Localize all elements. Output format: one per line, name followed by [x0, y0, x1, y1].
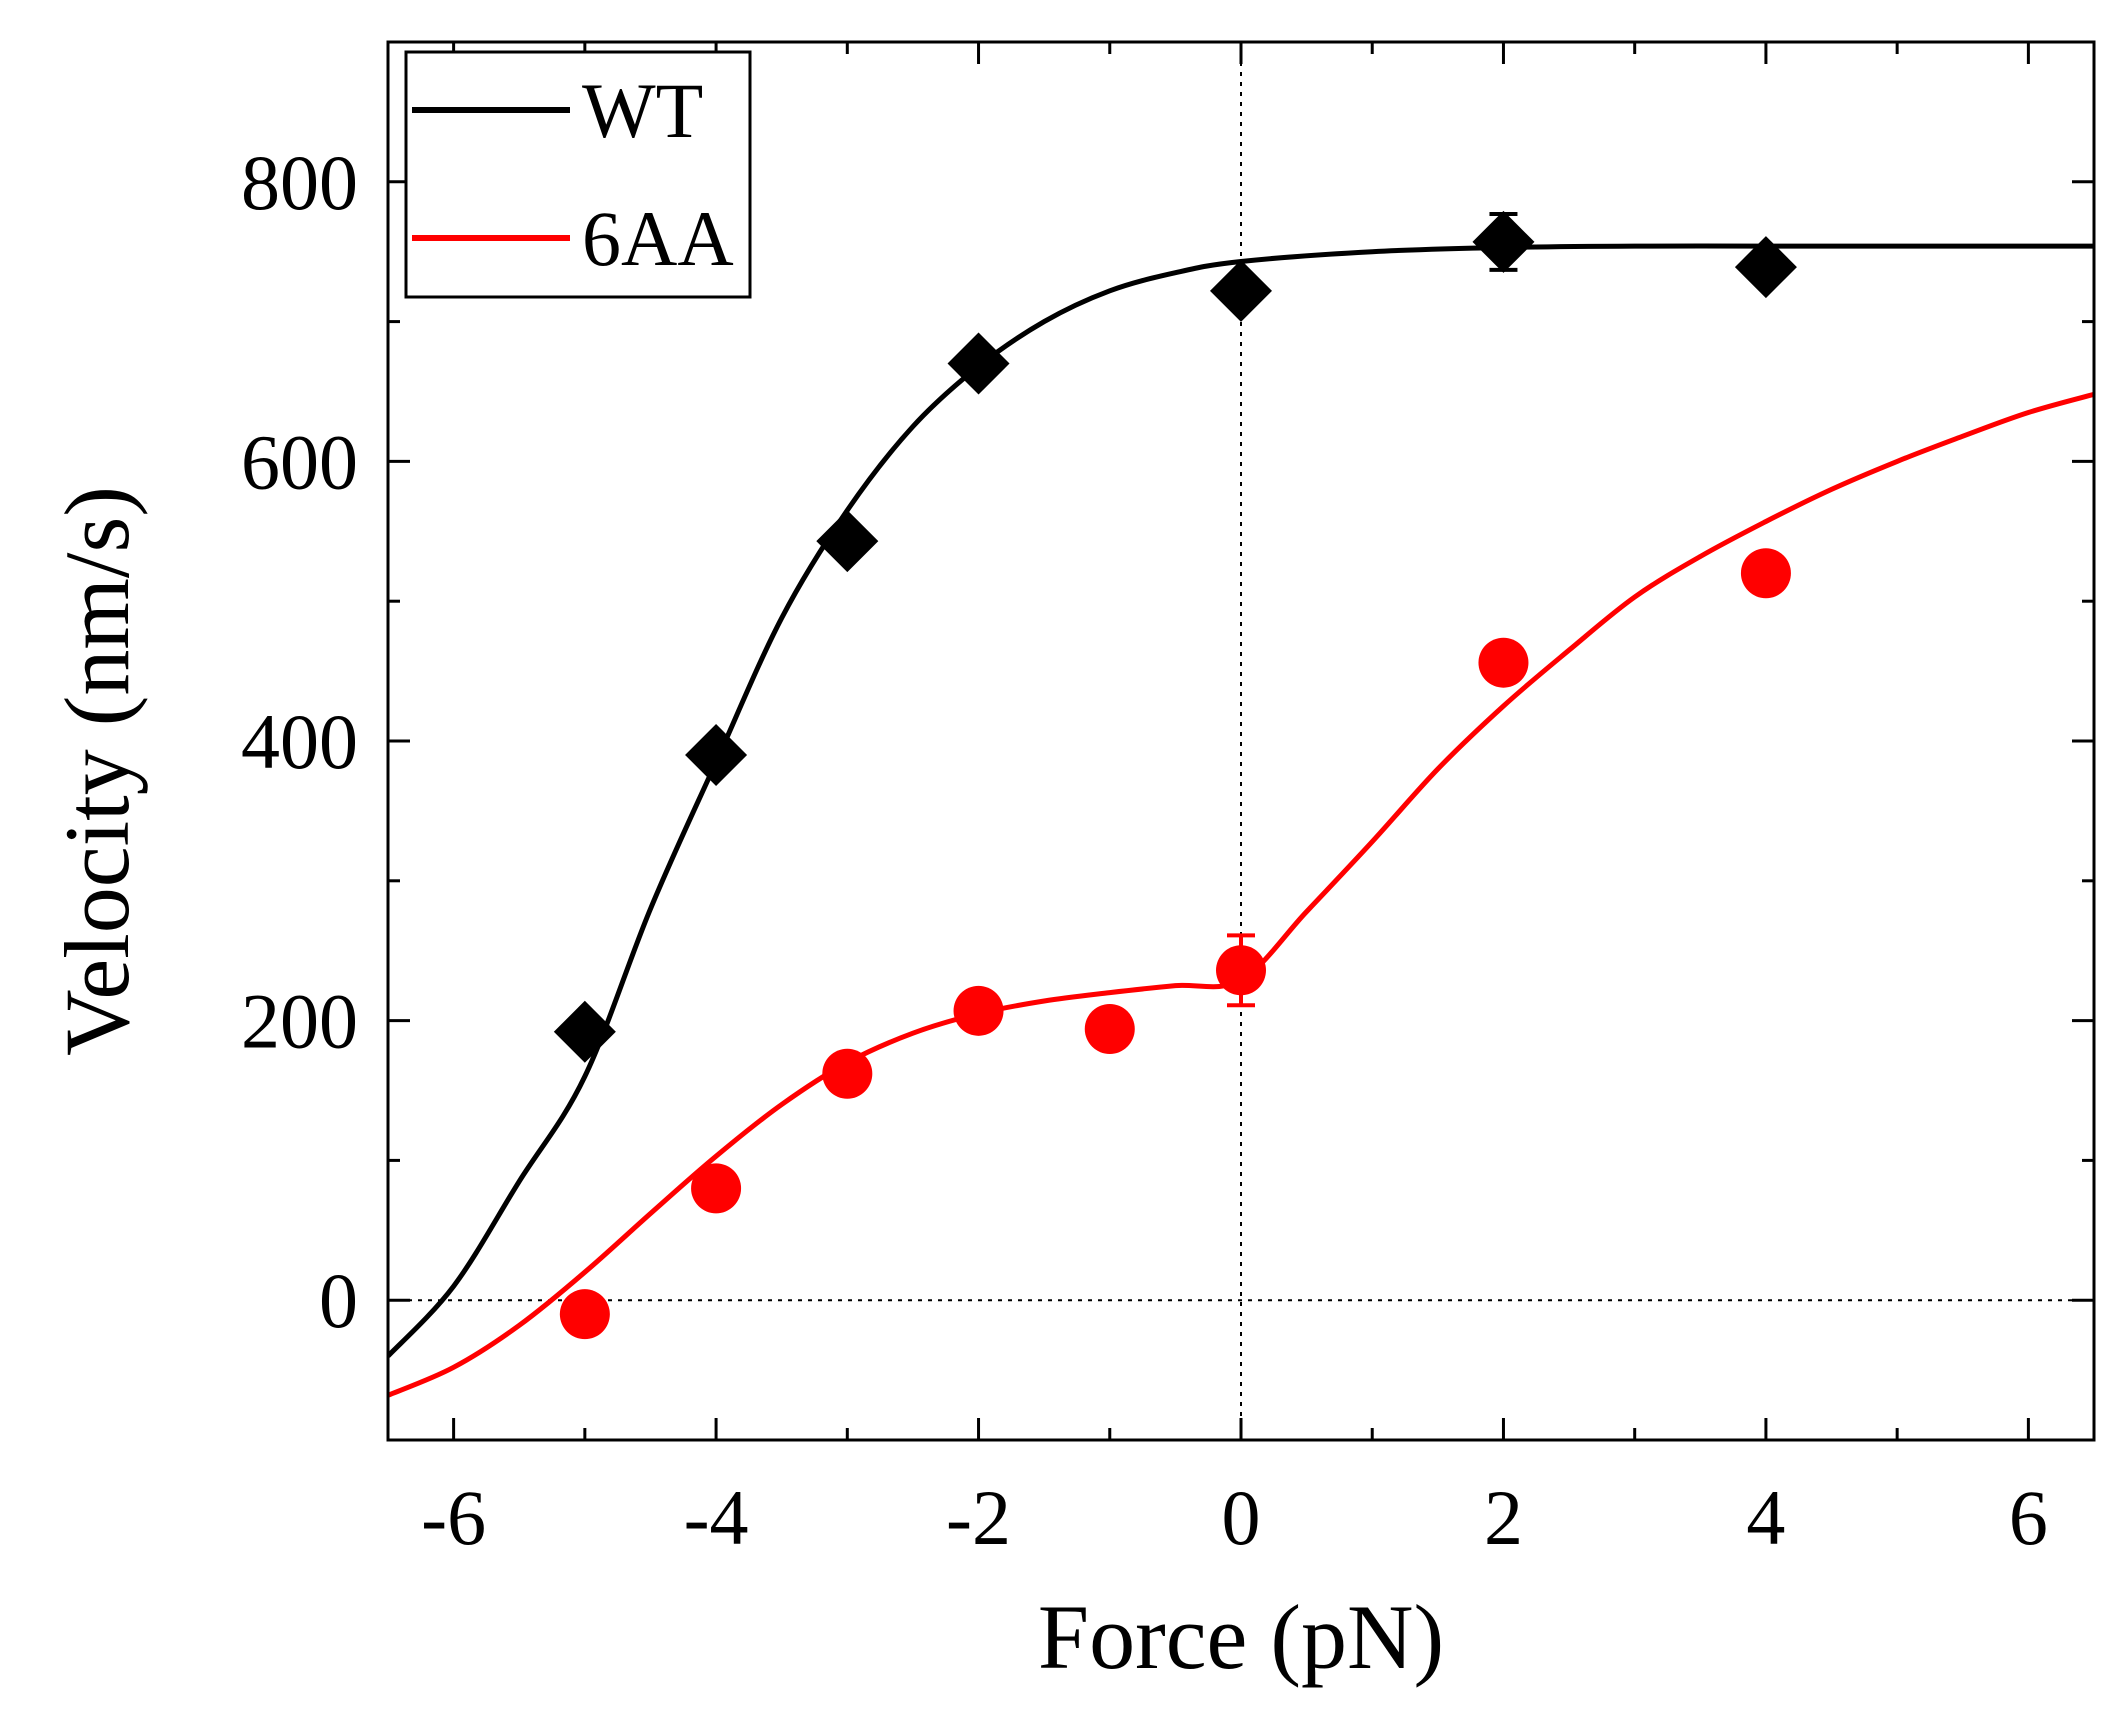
x-tick-label: 6 [2009, 1474, 2048, 1561]
legend-label-6aa: 6AA [582, 195, 734, 282]
data-point-6aa [1084, 1003, 1135, 1054]
data-points [553, 210, 1797, 1340]
x-tick-label: 0 [1222, 1474, 1261, 1561]
data-point-wt [1734, 236, 1797, 299]
x-tick-label: -2 [946, 1474, 1011, 1561]
y-axis-title: Velocity (nm/s) [46, 486, 148, 1056]
data-point-wt [553, 1000, 616, 1063]
y-tick-label: 600 [241, 418, 358, 505]
y-tick-label: 0 [319, 1257, 358, 1344]
data-point-6aa [953, 985, 1004, 1036]
x-tick-label: 2 [1484, 1474, 1523, 1561]
legend: WT 6AA [404, 50, 752, 299]
y-tick-label: 800 [241, 139, 358, 226]
data-point-wt [816, 510, 879, 573]
axis-ticks: -6 -4 -2 0 2 4 6 0 200 400 600 800 [241, 40, 2094, 1561]
x-tick-label: 4 [1746, 1474, 1785, 1561]
data-point-6aa [822, 1048, 873, 1099]
data-point-wt [1472, 210, 1535, 273]
y-tick-label: 200 [241, 978, 358, 1065]
x-tick-label: -6 [421, 1474, 486, 1561]
legend-box [404, 50, 752, 299]
data-point-6aa [1478, 637, 1529, 688]
x-axis-title: Force (pN) [1038, 1586, 1444, 1688]
data-point-wt [1210, 259, 1272, 322]
y-tick-label: 400 [241, 698, 358, 785]
data-point-6aa [691, 1163, 742, 1214]
data-point-6aa [1216, 945, 1266, 996]
data-point-wt [685, 723, 748, 786]
legend-label-wt: WT [582, 67, 703, 154]
x-tick-label: -4 [684, 1474, 749, 1561]
data-point-wt [947, 332, 1010, 395]
data-point-6aa [559, 1289, 610, 1340]
data-point-6aa [1740, 548, 1791, 599]
